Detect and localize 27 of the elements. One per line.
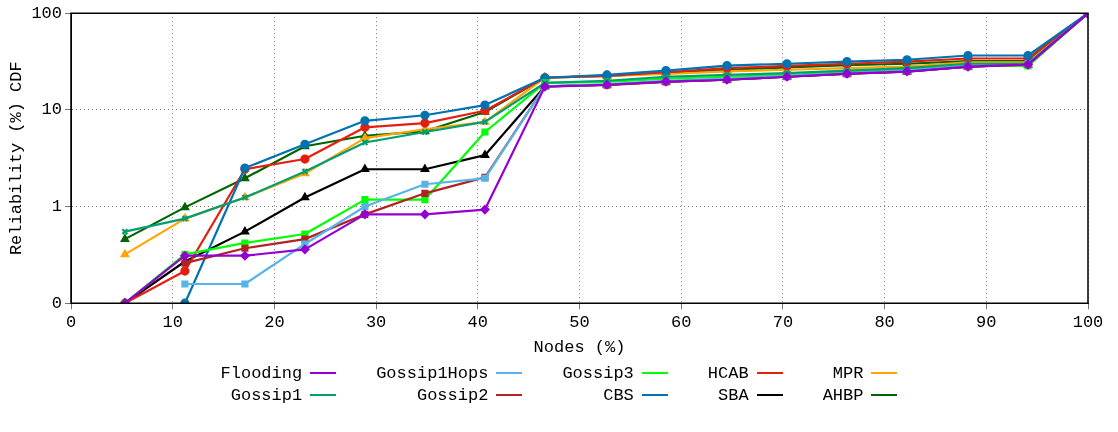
x-tick-label: 40: [467, 312, 489, 332]
y-tick-label: 10: [41, 100, 62, 120]
x-tick-label: 20: [264, 312, 285, 332]
legend-label: Gossip1: [230, 385, 303, 405]
legend-label: MPR: [832, 363, 864, 383]
legend-label: Gossip1Hops: [376, 363, 489, 383]
legend-label: Gossip2: [416, 385, 489, 405]
y-tick-label: 1: [51, 197, 62, 217]
y-tick-label: 100: [31, 3, 62, 23]
x-tick-label: 60: [671, 312, 692, 332]
legend-label: HCAB: [707, 363, 749, 383]
x-tick-label: 50: [569, 312, 590, 332]
legend-label: Gossip3: [562, 363, 634, 383]
x-tick-label: 100: [1072, 312, 1104, 332]
x-tick-label: 70: [772, 312, 794, 332]
y-tick-label: 0: [51, 293, 62, 313]
x-tick-label: 90: [976, 312, 997, 332]
legend-label: Flooding: [220, 363, 303, 383]
y-axis-title: Reliability (%) CDF: [6, 61, 26, 256]
x-axis-title: Nodes (%): [533, 338, 626, 358]
legend-label: CBS: [603, 385, 634, 405]
x-tick-label: 80: [874, 312, 895, 332]
x-tick-label: 0: [65, 312, 77, 332]
legend-label: AHBP: [822, 385, 864, 405]
x-tick-label: 10: [162, 312, 183, 332]
legend-label: SBA: [718, 385, 749, 405]
x-tick-label: 30: [365, 312, 387, 332]
